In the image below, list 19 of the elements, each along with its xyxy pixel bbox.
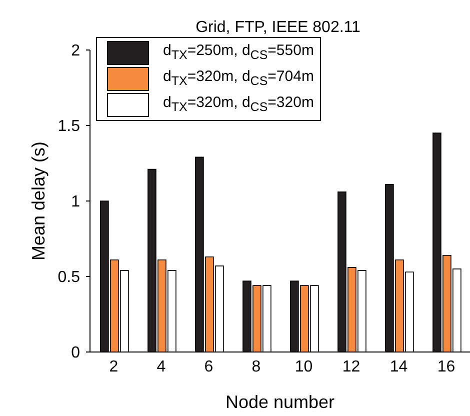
y-tick-label: 1.5 (58, 118, 80, 136)
y-tick-label: 2 (71, 42, 80, 60)
legend-label: d$_{TX}$=320m, d$_{CS}$=704m (163, 68, 314, 89)
chart-title: Grid, FTP, IEEE 802.11 (196, 19, 361, 36)
x-tick-label: 6 (204, 358, 214, 376)
x-axis-title: Node number (225, 392, 335, 412)
y-axis-title: Mean delay (s) (28, 141, 48, 261)
x-tick-label: 16 (437, 358, 456, 376)
x-tick-label: 14 (390, 358, 408, 376)
x-tick-label: 10 (294, 358, 313, 376)
x-tick-label: 4 (156, 358, 166, 376)
x-tick-label: 8 (252, 358, 261, 376)
legend-label: d$_{TX}$=320m, d$_{CS}$=320m (163, 94, 314, 115)
legend-label: d$_{TX}$=250m, d$_{CS}$=550m (163, 42, 314, 63)
y-tick-label: 0 (71, 344, 80, 362)
x-tick-label: 2 (109, 358, 118, 376)
y-tick-label: 0.5 (58, 269, 80, 286)
y-tick-label: 1 (71, 194, 80, 211)
x-tick-label: 12 (342, 358, 360, 376)
